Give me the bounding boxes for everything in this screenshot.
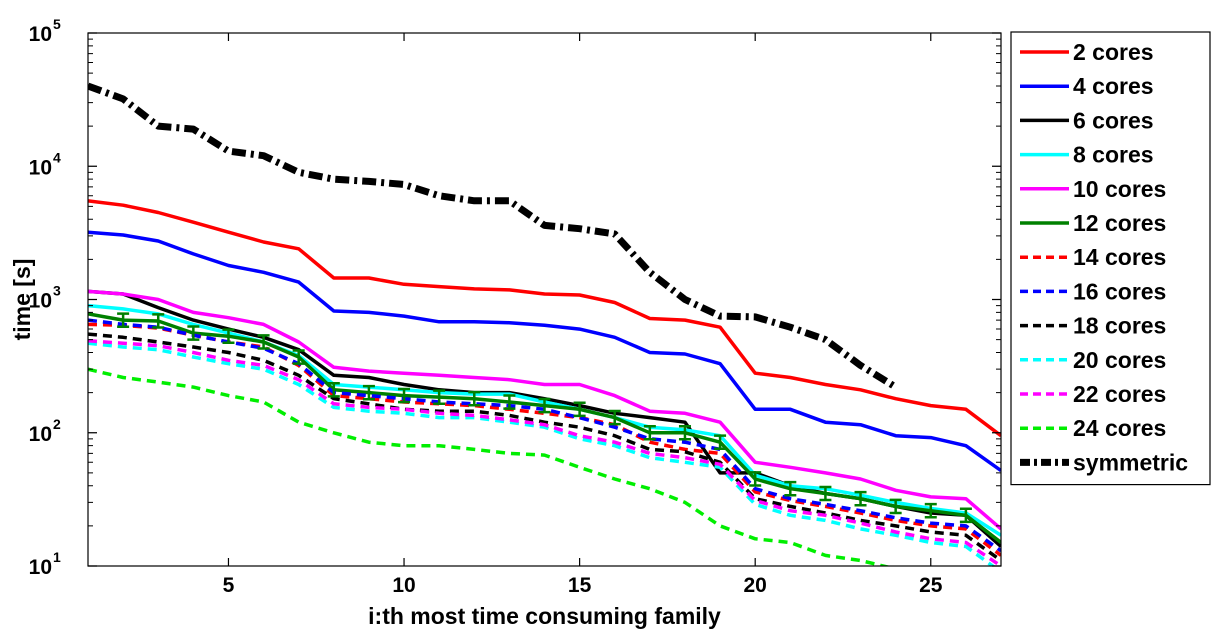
y-tick-exponent: 1 — [53, 549, 61, 565]
y-tick-exponent: 3 — [53, 283, 61, 299]
error-bar — [784, 480, 797, 497]
error-bar — [854, 490, 867, 507]
error-bar — [749, 471, 762, 487]
y-tick-label: 10 — [29, 556, 52, 579]
series-line-24-cores — [88, 367, 891, 566]
legend-label: 22 cores — [1073, 381, 1166, 407]
legend-label: symmetric — [1073, 449, 1188, 475]
legend-label: 12 cores — [1073, 210, 1166, 236]
error-bar — [959, 507, 972, 524]
error-bar — [678, 424, 691, 441]
y-tick-label: 10 — [29, 156, 52, 179]
legend-label: 2 cores — [1073, 39, 1154, 65]
y-tick-label: 10 — [29, 423, 52, 446]
error-bar — [433, 389, 446, 405]
y-tick-exponent: 2 — [53, 416, 61, 432]
legend-label: 6 cores — [1073, 107, 1154, 133]
series-lines — [88, 82, 1001, 566]
error-bar — [714, 434, 727, 450]
plot-frame — [87, 32, 1002, 567]
error-bar — [327, 382, 340, 398]
series-line-4-cores — [88, 230, 1001, 473]
legend: 2 cores 4 cores 6 cores 8 cores 10 cores 12 c… — [1010, 31, 1211, 486]
x-axis-label: i:th most time consuming family — [368, 603, 721, 629]
x-tick-label: 25 — [919, 574, 943, 597]
error-bar — [362, 384, 375, 401]
error-bar — [643, 424, 656, 441]
x-tick-label: 5 — [223, 574, 235, 597]
error-bars — [117, 312, 972, 524]
x-tick-label: 20 — [744, 574, 767, 597]
error-bar — [187, 325, 200, 341]
error-bar — [889, 498, 902, 515]
axes — [87, 32, 1002, 567]
error-bar — [398, 387, 411, 404]
error-bar — [257, 334, 270, 350]
error-bar — [608, 409, 621, 426]
y-axis-label: time [s] — [9, 259, 35, 341]
legend-label: 8 cores — [1073, 142, 1154, 168]
error-bar — [117, 312, 130, 328]
legend-label: 24 cores — [1073, 415, 1166, 441]
series-line-22-cores — [88, 339, 1001, 566]
legend-label: 20 cores — [1073, 347, 1166, 373]
legend-label: 16 cores — [1073, 278, 1166, 304]
series-line-2-cores — [88, 199, 1001, 438]
legend-label: 10 cores — [1073, 176, 1166, 202]
legend-label: 14 cores — [1073, 244, 1166, 270]
error-bar — [538, 397, 551, 414]
error-bar — [819, 485, 832, 502]
error-bar — [222, 328, 235, 345]
error-bar — [503, 394, 516, 410]
legend-frame — [1010, 31, 1211, 486]
legend-label: 18 cores — [1073, 313, 1166, 339]
series-line-16-cores — [88, 318, 1001, 553]
series-line-10-cores — [88, 289, 1001, 531]
error-bar — [152, 313, 165, 329]
y-tick-label: 10 — [29, 290, 52, 313]
y-tick-exponent: 5 — [53, 16, 61, 32]
x-tick-label: 15 — [568, 574, 592, 597]
legend-label: 4 cores — [1073, 73, 1154, 99]
x-tick-label: 10 — [392, 574, 415, 597]
y-tick-exponent: 4 — [53, 149, 61, 165]
error-bar — [573, 401, 586, 418]
series-line-18-cores — [88, 332, 1001, 562]
error-bar — [924, 502, 937, 519]
series-line-symmetric — [88, 82, 898, 391]
y-tick-label: 10 — [29, 23, 52, 46]
error-bar — [468, 390, 481, 407]
error-bar — [292, 349, 305, 365]
series-line-20-cores — [88, 341, 996, 566]
